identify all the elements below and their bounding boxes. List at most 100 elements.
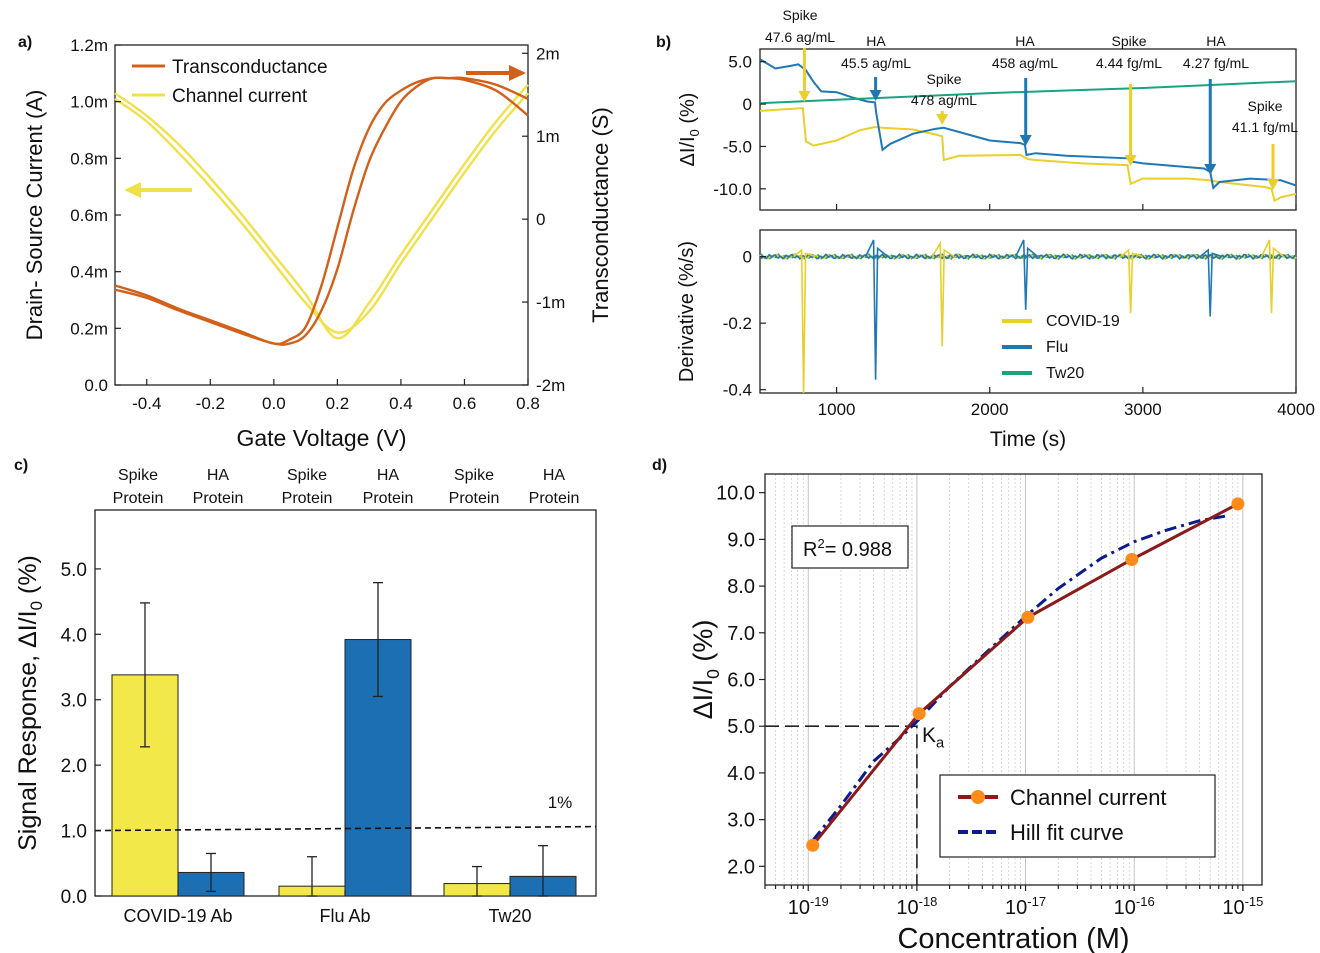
y-tick-label: 5.0 — [728, 53, 752, 72]
annotation-protein: HA — [866, 33, 886, 49]
y-tick-label: 1.0m — [70, 93, 108, 112]
series-line-covid-19 — [759, 107, 1297, 203]
annotation-arrow-head — [1124, 155, 1137, 166]
panel-d: d) 2.0 3.0 4.0 5.0 6.0 7.0 8.0 9.0 10.0 10-19 10-18… — [652, 457, 1263, 953]
y-tick-label: 0.6m — [70, 206, 108, 225]
y-tick-label: 9.0 — [727, 529, 755, 551]
y-tick-label: 4.0 — [61, 625, 87, 646]
annotation-protein: Spike — [926, 71, 961, 87]
derivative-spike — [931, 240, 955, 347]
y-tick-label: 8.0 — [727, 576, 755, 598]
series-line-tw20 — [759, 80, 1297, 105]
annotation-protein: Spike — [1111, 33, 1146, 49]
series-line-hill-fit — [811, 514, 1227, 842]
legend-label-channel-current: Channel current — [1010, 785, 1167, 810]
category-label: Tw20 — [488, 906, 531, 926]
y-tick-label: 3.0 — [61, 691, 87, 712]
annotation-protein: Spike — [782, 7, 817, 23]
y2-tick-label: -1m — [536, 293, 565, 312]
y2-axis-label: Transconductance (S) — [588, 107, 613, 323]
right-axis-arrow-head — [509, 65, 526, 81]
x-tick-label: 0.8 — [516, 394, 540, 413]
y2-tick-label: 0 — [536, 210, 545, 229]
panel-a: a) -0.4 -0.2 0.0 0.2 0.4 0.6 0.8 0.0 0.2m 0.4m 0.6m… — [18, 34, 613, 451]
y-tick-label: 4.0 — [727, 763, 755, 785]
derivative-spike — [1260, 239, 1285, 314]
annotation-concentration: 4.27 fg/mL — [1183, 55, 1249, 71]
group-label-line2: Protein — [113, 490, 164, 507]
y-tick-label: -5.0 — [723, 137, 752, 156]
y2-tick-label: 1m — [536, 127, 560, 146]
legend-marker-channel-current — [971, 790, 985, 804]
annotation-arrow-head — [936, 114, 949, 125]
plot-frame-b-top — [759, 48, 1297, 211]
threshold-label: 1% — [548, 793, 573, 812]
derivative-spike — [1199, 248, 1223, 317]
group-label-line1: HA — [207, 467, 230, 484]
x-tick-label: 10-16 — [1114, 894, 1155, 919]
annotation-concentration: 47.6 ag/mL — [765, 29, 835, 45]
threshold-line — [94, 825, 597, 832]
panel-label-c: c) — [14, 457, 28, 474]
panel-b: b) Spike 47.6 ag/mL HA 45.5 ag/mL Spike 478 ag… — [656, 7, 1315, 451]
y-tick-label: 3.0 — [727, 810, 755, 832]
panel-c: c) COVID-19 Ab Flu Ab Tw20 1% Spike Protein HA P… — [14, 457, 597, 926]
annotation-protein: Spike — [1247, 98, 1282, 114]
y2-tick-label: 2m — [536, 44, 560, 63]
derivative-spike — [1014, 239, 1039, 310]
x-tick-label: 3000 — [1124, 400, 1162, 419]
y-tick-label: 0.8m — [70, 149, 108, 168]
panel-label-a: a) — [18, 34, 32, 51]
group-label-line1: HA — [377, 467, 400, 484]
data-point — [912, 707, 926, 721]
x-tick-label: 10-18 — [896, 894, 937, 919]
group-label-line1: Spike — [454, 467, 494, 484]
y-tick-label: 0.4m — [70, 263, 108, 282]
y2-tick-label: -2m — [536, 376, 565, 395]
y-axis-label: ΔI/I0 (%) — [688, 620, 723, 720]
annotation-concentration: 41.1 fg/mL — [1232, 119, 1298, 135]
y-tick-label: 0 — [743, 95, 752, 114]
annotation-arrow-head — [798, 91, 811, 102]
group-label-line1: HA — [543, 467, 566, 484]
annotation-concentration: 45.5 ag/mL — [841, 55, 911, 71]
annotation-arrow-head — [1019, 135, 1032, 146]
r2-box — [791, 525, 909, 569]
legend-box — [939, 774, 1216, 858]
x-tick-label: 0.4 — [389, 394, 413, 413]
data-point — [1125, 552, 1139, 566]
x-axis-label: Gate Voltage (V) — [236, 425, 406, 451]
series-line-channel-current — [114, 83, 529, 340]
category-label: Flu Ab — [319, 906, 370, 926]
group-label-line2: Protein — [449, 490, 500, 507]
y-tick-label: 5.0 — [61, 560, 87, 581]
x-tick-label: 0.0 — [262, 394, 286, 413]
left-axis-arrow-head — [124, 182, 141, 198]
y-tick-label: 0.0 — [84, 376, 108, 395]
y-tick-label: 2.0 — [61, 756, 87, 777]
x-tick-label: 0.2 — [326, 394, 350, 413]
series-line-flu — [759, 58, 1297, 191]
group-label-line1: Spike — [287, 467, 327, 484]
x-tick-label: 10-19 — [788, 894, 829, 919]
y-tick-label: 1.0 — [61, 822, 87, 843]
x-tick-label: 2000 — [971, 400, 1009, 419]
legend-label-flu: Flu — [1046, 339, 1068, 356]
annotation-concentration: 458 ag/mL — [992, 55, 1058, 71]
y-tick-label: -0.4 — [723, 381, 752, 400]
r2-label: R2= 0.988 — [803, 536, 892, 561]
group-label-line2: Protein — [282, 490, 333, 507]
y-tick-label: 0.0 — [61, 887, 87, 908]
legend-label-tw20: Tw20 — [1046, 365, 1084, 382]
x-axis-label: Concentration (M) — [897, 923, 1129, 953]
y-axis-label-derivative: Derivative (%/s) — [676, 241, 698, 382]
y-axis-label: Drain- Source Current (A) — [22, 90, 47, 341]
ka-guide — [765, 725, 918, 885]
ka-label: Ka — [922, 724, 945, 751]
plot-frame-b-bottom — [759, 229, 1297, 394]
y-tick-label: -10.0 — [713, 180, 752, 199]
x-tick-label: 0.6 — [453, 394, 477, 413]
annotation-protein: HA — [1015, 33, 1035, 49]
y-tick-label: 7.0 — [727, 623, 755, 645]
group-label-line2: Protein — [193, 490, 244, 507]
